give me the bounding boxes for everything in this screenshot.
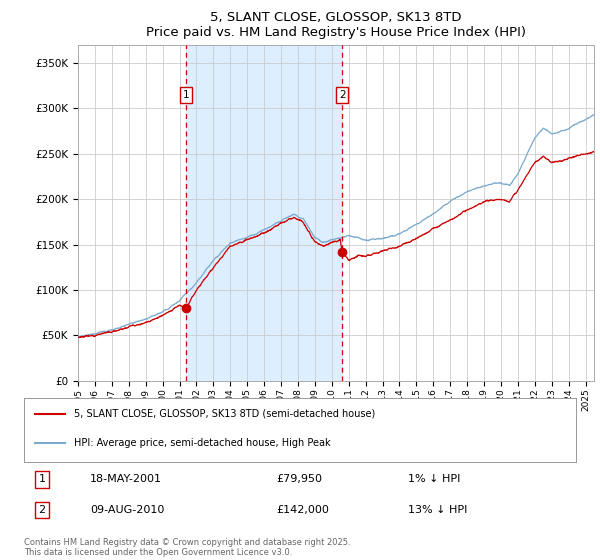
5, SLANT CLOSE, GLOSSOP, SK13 8TD (semi-detached house): [74, 334, 82, 340]
Text: 09-AUG-2010: 09-AUG-2010: [90, 505, 164, 515]
HPI: Average price, semi-detached house, High Peak: (2e+03, 6.55e+04): Average price, semi-detached house, High…: [133, 318, 140, 325]
5, SLANT CLOSE, GLOSSOP, SK13 8TD (semi-detached house): [164, 309, 171, 316]
HPI: Average price, semi-detached house, High Peak: (2.03e+03, 2.93e+05): Average price, semi-detached house, High…: [590, 111, 598, 118]
Text: £79,950: £79,950: [276, 474, 322, 484]
Text: 2: 2: [38, 505, 46, 515]
Line: 5, SLANT CLOSE, GLOSSOP, SK13 8TD (semi-detached house): 5, SLANT CLOSE, GLOSSOP, SK13 8TD (semi-…: [78, 152, 594, 338]
Bar: [186, 45, 342, 381]
HPI: Average price, semi-detached house, High Peak: (2e+03, 4.81e+04): Average price, semi-detached house, High…: [74, 334, 82, 340]
5, SLANT CLOSE, GLOSSOP, SK13 8TD (semi-detached house): [133, 321, 140, 328]
5, SLANT CLOSE, GLOSSOP, SK13 8TD (semi-detached house): [76, 334, 83, 341]
5, SLANT CLOSE, GLOSSOP, SK13 8TD (semi-detached house): [272, 223, 280, 230]
HPI: Average price, semi-detached house, High Peak: (2.01e+03, 1.74e+05): Average price, semi-detached house, High…: [272, 220, 280, 226]
Text: 18-MAY-2001: 18-MAY-2001: [90, 474, 162, 484]
Title: 5, SLANT CLOSE, GLOSSOP, SK13 8TD
Price paid vs. HM Land Registry's House Price : 5, SLANT CLOSE, GLOSSOP, SK13 8TD Price …: [146, 11, 526, 39]
Text: 1% ↓ HPI: 1% ↓ HPI: [408, 474, 460, 484]
Text: 1: 1: [182, 90, 189, 100]
Text: 13% ↓ HPI: 13% ↓ HPI: [408, 505, 467, 515]
Text: HPI: Average price, semi-detached house, High Peak: HPI: Average price, semi-detached house,…: [74, 438, 331, 447]
HPI: Average price, semi-detached house, High Peak: (2.02e+03, 2.86e+05): Average price, semi-detached house, High…: [580, 118, 587, 124]
5, SLANT CLOSE, GLOSSOP, SK13 8TD (semi-detached house): [525, 170, 532, 176]
Text: Contains HM Land Registry data © Crown copyright and database right 2025.
This d: Contains HM Land Registry data © Crown c…: [24, 538, 350, 557]
Text: 1: 1: [38, 474, 46, 484]
HPI: Average price, semi-detached house, High Peak: (2.03e+03, 2.93e+05): Average price, semi-detached house, High…: [590, 111, 597, 118]
Text: 2: 2: [339, 90, 346, 100]
Line: HPI: Average price, semi-detached house, High Peak: HPI: Average price, semi-detached house,…: [78, 115, 594, 337]
5, SLANT CLOSE, GLOSSOP, SK13 8TD (semi-detached house): [590, 148, 598, 155]
Text: £142,000: £142,000: [276, 505, 329, 515]
HPI: Average price, semi-detached house, High Peak: (2.02e+03, 2.53e+05): Average price, semi-detached house, High…: [524, 148, 532, 155]
5, SLANT CLOSE, GLOSSOP, SK13 8TD (semi-detached house): [580, 151, 587, 158]
Text: 5, SLANT CLOSE, GLOSSOP, SK13 8TD (semi-detached house): 5, SLANT CLOSE, GLOSSOP, SK13 8TD (semi-…: [74, 409, 375, 419]
5, SLANT CLOSE, GLOSSOP, SK13 8TD (semi-detached house): [295, 216, 302, 223]
HPI: Average price, semi-detached house, High Peak: (2e+03, 7.85e+04): Average price, semi-detached house, High…: [164, 306, 171, 313]
HPI: Average price, semi-detached house, High Peak: (2.01e+03, 1.81e+05): Average price, semi-detached house, High…: [295, 213, 302, 220]
